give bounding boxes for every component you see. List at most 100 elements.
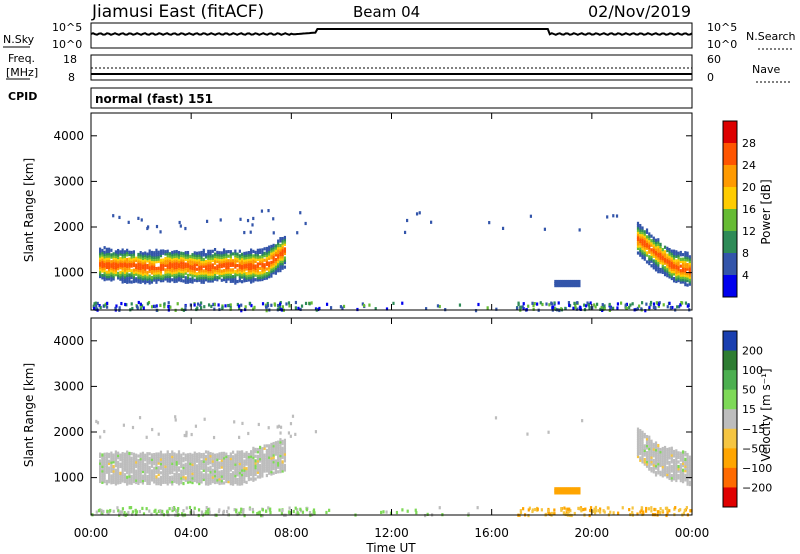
echo-cell bbox=[689, 509, 692, 513]
echo-cell bbox=[135, 476, 138, 480]
echo-cell bbox=[684, 276, 687, 280]
echo-cell bbox=[213, 464, 217, 469]
echo-cell bbox=[128, 474, 131, 478]
echo-cell bbox=[686, 455, 689, 459]
echo-cell bbox=[153, 251, 156, 255]
echo-cell bbox=[256, 447, 259, 452]
echo-cell bbox=[299, 211, 302, 215]
echo-cell bbox=[130, 255, 133, 259]
echo-cell bbox=[250, 266, 253, 270]
echo-cell bbox=[126, 276, 129, 280]
echo-cell bbox=[279, 467, 282, 471]
echo-cell bbox=[128, 275, 131, 279]
echo-cell bbox=[114, 454, 117, 459]
echo-cell bbox=[202, 464, 205, 468]
echo-cell bbox=[225, 461, 228, 465]
echo-cell bbox=[272, 462, 275, 466]
echo-cell bbox=[645, 239, 649, 244]
echo-cell bbox=[621, 506, 624, 510]
colorbar-tick-label: 12 bbox=[742, 225, 756, 238]
echo-cell bbox=[207, 452, 210, 457]
echo-cell bbox=[137, 252, 140, 257]
echo-cell bbox=[114, 477, 117, 481]
echo-cell bbox=[108, 455, 111, 459]
echo-cell bbox=[179, 224, 182, 228]
echo-cell bbox=[415, 511, 418, 515]
echo-cell bbox=[593, 511, 597, 515]
echo-cell bbox=[222, 278, 226, 282]
echo-cell bbox=[146, 302, 149, 306]
echo-cell bbox=[652, 461, 655, 465]
echo-cell bbox=[119, 453, 122, 457]
echo-cell bbox=[137, 470, 140, 474]
echo-cell bbox=[259, 250, 262, 254]
echo-cell bbox=[225, 479, 228, 484]
echo-cell bbox=[140, 218, 143, 222]
echo-cell bbox=[640, 301, 644, 305]
echo-cell bbox=[180, 276, 183, 280]
echo-cell bbox=[654, 443, 658, 447]
echo-cell bbox=[686, 283, 689, 287]
echo-cell bbox=[195, 452, 199, 457]
echo-cell bbox=[245, 462, 248, 466]
echo-cell bbox=[184, 269, 187, 273]
echo-cell bbox=[641, 233, 644, 237]
echo-cell bbox=[235, 510, 238, 514]
echo-cell bbox=[225, 266, 228, 270]
echo-cell bbox=[679, 250, 682, 255]
echo-cell bbox=[578, 279, 581, 284]
echo-cell bbox=[642, 510, 645, 514]
echo-cell bbox=[191, 476, 194, 480]
echo-cell bbox=[204, 278, 208, 282]
echo-cell bbox=[645, 460, 649, 464]
echo-cell bbox=[146, 468, 149, 472]
echo-cell bbox=[152, 304, 155, 308]
echo-cell bbox=[528, 506, 531, 510]
echo-cell bbox=[657, 254, 660, 258]
echo-cell bbox=[659, 270, 662, 274]
echo-cell bbox=[130, 271, 133, 275]
echo-cell bbox=[268, 270, 271, 274]
echo-cell bbox=[154, 508, 157, 512]
echo-cell bbox=[193, 506, 196, 510]
echo-cell bbox=[218, 251, 221, 255]
echo-cell bbox=[175, 469, 178, 473]
echo-cell bbox=[643, 444, 646, 448]
echo-cell bbox=[114, 452, 117, 456]
echo-cell bbox=[265, 258, 268, 262]
echo-cell bbox=[195, 279, 199, 283]
echo-cell bbox=[686, 482, 689, 486]
echo-cell bbox=[668, 454, 671, 458]
echo-cell bbox=[283, 450, 287, 454]
echo-cell bbox=[250, 454, 253, 458]
echo-cell bbox=[213, 478, 217, 482]
echo-cell bbox=[686, 466, 689, 470]
echo-cell bbox=[640, 508, 643, 513]
echo-cell bbox=[123, 479, 127, 484]
echo-cell bbox=[234, 476, 237, 480]
echo-cell bbox=[185, 432, 188, 436]
echo-cell bbox=[146, 273, 149, 277]
echo-cell bbox=[250, 470, 253, 474]
echo-cell bbox=[245, 451, 248, 455]
echo-cell bbox=[202, 251, 205, 255]
echo-cell bbox=[679, 479, 682, 483]
echo-cell bbox=[648, 440, 651, 444]
echo-cell bbox=[209, 481, 212, 485]
echo-cell bbox=[121, 470, 124, 474]
echo-cell bbox=[191, 462, 194, 466]
echo-cell bbox=[268, 266, 271, 270]
echo-cell bbox=[207, 258, 210, 263]
echo-cell bbox=[277, 454, 280, 458]
echo-cell bbox=[636, 242, 640, 246]
echo-cell bbox=[278, 304, 281, 308]
echo-cell bbox=[639, 242, 642, 246]
echo-cell bbox=[659, 507, 662, 511]
echo-cell bbox=[568, 489, 571, 493]
echo-cell bbox=[277, 244, 280, 248]
echo-cell bbox=[570, 284, 573, 288]
echo-cell bbox=[661, 460, 664, 464]
echo-cell bbox=[137, 266, 140, 270]
echo-cell bbox=[259, 466, 262, 470]
echo-cell bbox=[681, 271, 685, 275]
